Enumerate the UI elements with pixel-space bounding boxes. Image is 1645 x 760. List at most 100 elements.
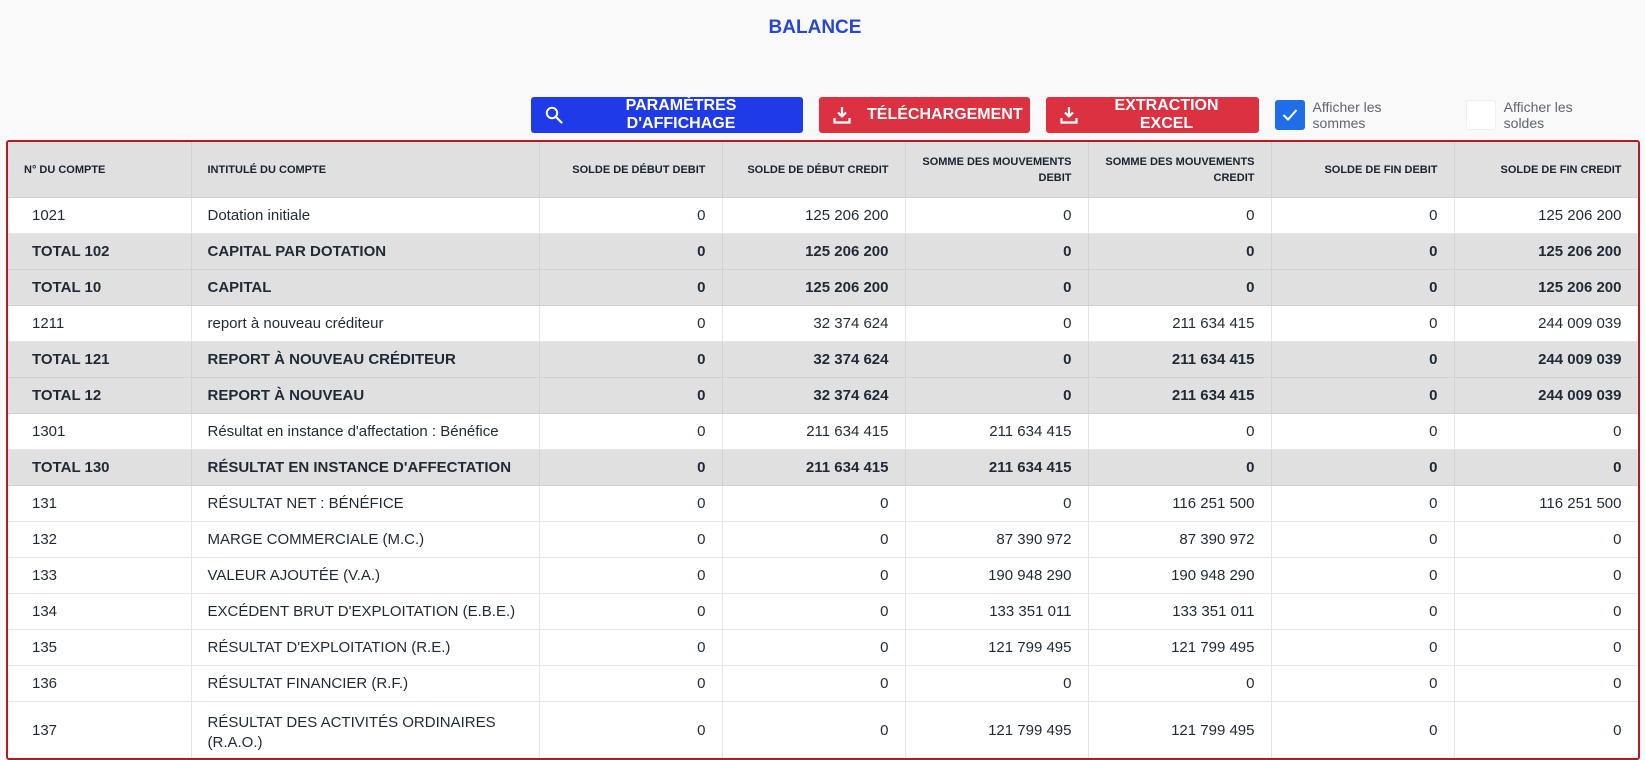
cell-movements-credit: 121 799 495 <box>1088 629 1272 666</box>
cell-opening-debit: 0 <box>539 233 723 270</box>
cell-account-label: RÉSULTAT FINANCIER (R.F.) <box>191 665 540 702</box>
header-closing-credit[interactable]: SOLDE DE FIN CREDIT <box>1454 142 1638 198</box>
table-row[interactable]: 132 MARGE COMMERCIALE (M.C.) 0 0 87 390 972 8… <box>8 521 1638 558</box>
cell-movements-credit: 211 634 415 <box>1088 377 1272 414</box>
header-movements-debit[interactable]: SOMME DES MOUVEMENTS DEBIT <box>905 142 1089 198</box>
cell-account-label: RÉSULTAT DES ACTIVITÉS ORDINAIRES (R.A.O… <box>191 701 540 758</box>
cell-movements-debit: 0 <box>905 269 1089 306</box>
table-total-row[interactable]: TOTAL 121 REPORT À NOUVEAU CRÉDITEUR 0 32 3… <box>8 341 1638 378</box>
cell-account-label: RÉSULTAT EN INSTANCE D'AFFECTATION <box>191 449 540 486</box>
table-total-row[interactable]: TOTAL 102 CAPITAL PAR DOTATION 0 125 206 20… <box>8 233 1638 270</box>
cell-closing-debit: 0 <box>1271 521 1455 558</box>
table-total-row[interactable]: TOTAL 10 CAPITAL 0 125 206 200 0 0 0 125 206 20… <box>8 269 1638 306</box>
cell-movements-credit: 0 <box>1088 269 1272 306</box>
cell-closing-credit: 0 <box>1454 449 1638 486</box>
cell-opening-debit: 0 <box>539 341 723 378</box>
table-row[interactable]: 131 RÉSULTAT NET : BÉNÉFICE 0 0 0 116 251 500… <box>8 485 1638 522</box>
show-balances-option: Afficher les soldes <box>1466 99 1615 131</box>
cell-movements-credit: 0 <box>1088 413 1272 450</box>
cell-movements-credit: 0 <box>1088 233 1272 270</box>
search-icon <box>545 106 563 124</box>
show-sums-checkbox[interactable] <box>1275 100 1305 130</box>
cell-opening-credit: 125 206 200 <box>722 197 906 234</box>
header-account-label[interactable]: INTITULÉ DU COMPTE <box>191 142 540 198</box>
cell-movements-credit: 0 <box>1088 665 1272 702</box>
cell-closing-credit: 125 206 200 <box>1454 269 1638 306</box>
cell-movements-credit: 0 <box>1088 449 1272 486</box>
excel-extraction-button[interactable]: EXTRACTION EXCEL <box>1046 97 1260 133</box>
show-balances-checkbox[interactable] <box>1466 100 1496 130</box>
header-closing-debit[interactable]: SOLDE DE FIN DEBIT <box>1271 142 1455 198</box>
cell-opening-credit: 0 <box>722 485 906 522</box>
cell-closing-debit: 0 <box>1271 197 1455 234</box>
cell-opening-credit: 0 <box>722 701 906 758</box>
display-params-button[interactable]: PARAMÈTRES D'AFFICHAGE <box>531 97 804 133</box>
cell-account-label: Dotation initiale <box>191 197 540 234</box>
cell-opening-debit: 0 <box>539 413 723 450</box>
cell-closing-debit: 0 <box>1271 449 1455 486</box>
download-icon <box>1060 107 1078 124</box>
header-movements-credit[interactable]: SOMME DES MOUVEMENTS CREDIT <box>1088 142 1272 198</box>
cell-closing-credit: 125 206 200 <box>1454 197 1638 234</box>
cell-movements-debit: 0 <box>905 485 1089 522</box>
cell-closing-credit: 244 009 039 <box>1454 341 1638 378</box>
cell-movements-debit: 0 <box>905 197 1089 234</box>
cell-closing-credit: 0 <box>1454 593 1638 630</box>
table-row[interactable]: 1021 Dotation initiale 0 125 206 200 0 0 0 125 … <box>8 197 1638 234</box>
cell-account-number: TOTAL 10 <box>8 269 192 306</box>
cell-opening-debit: 0 <box>539 197 723 234</box>
table-row[interactable]: 134 EXCÉDENT BRUT D'EXPLOITATION (E.B.E.)… <box>8 593 1638 630</box>
table-row[interactable]: 1211 report à nouveau créditeur 0 32 374 62… <box>8 305 1638 342</box>
cell-opening-debit: 0 <box>539 701 723 758</box>
cell-closing-credit: 0 <box>1454 413 1638 450</box>
balance-table-container: N° DU COMPTE INTITULÉ DU COMPTE SOLDE DE… <box>6 140 1640 760</box>
cell-opening-credit: 0 <box>722 665 906 702</box>
cell-opening-debit: 0 <box>539 269 723 306</box>
cell-account-number: TOTAL 121 <box>8 341 192 378</box>
show-balances-label: Afficher les soldes <box>1503 99 1573 131</box>
cell-account-label: REPORT À NOUVEAU CRÉDITEUR <box>191 341 540 378</box>
header-opening-credit[interactable]: SOLDE DE DÉBUT CREDIT <box>722 142 906 198</box>
cell-closing-credit: 244 009 039 <box>1454 377 1638 414</box>
cell-opening-debit: 0 <box>539 485 723 522</box>
cell-closing-debit: 0 <box>1271 485 1455 522</box>
cell-opening-debit: 0 <box>539 557 723 594</box>
cell-movements-credit: 87 390 972 <box>1088 521 1272 558</box>
table-row[interactable]: 136 RÉSULTAT FINANCIER (R.F.) 0 0 0 0 0 0 <box>8 665 1638 702</box>
cell-closing-debit: 0 <box>1271 341 1455 378</box>
table-total-row[interactable]: TOTAL 12 REPORT À NOUVEAU 0 32 374 624 0 211 … <box>8 377 1638 414</box>
cell-closing-debit: 0 <box>1271 701 1455 758</box>
cell-movements-debit: 133 351 011 <box>905 593 1089 630</box>
cell-closing-credit: 0 <box>1454 521 1638 558</box>
cell-movements-credit: 116 251 500 <box>1088 485 1272 522</box>
cell-closing-debit: 0 <box>1271 593 1455 630</box>
cell-movements-debit: 87 390 972 <box>905 521 1089 558</box>
page-title: BALANCE <box>768 17 862 38</box>
cell-opening-debit: 0 <box>539 665 723 702</box>
cell-closing-debit: 0 <box>1271 233 1455 270</box>
cell-account-number: 131 <box>8 485 192 522</box>
cell-closing-credit: 116 251 500 <box>1454 485 1638 522</box>
table-total-row[interactable]: TOTAL 130 RÉSULTAT EN INSTANCE D'AFFECTAT… <box>8 449 1638 486</box>
cell-account-label: Résultat en instance d'affectation : Bén… <box>191 413 540 450</box>
table-row[interactable]: 137 RÉSULTAT DES ACTIVITÉS ORDINAIRES (R.… <box>8 701 1638 758</box>
cell-closing-credit: 0 <box>1454 701 1638 758</box>
header-account-number[interactable]: N° DU COMPTE <box>8 142 192 198</box>
cell-account-label: REPORT À NOUVEAU <box>191 377 540 414</box>
cell-account-number: 135 <box>8 629 192 666</box>
toolbar: PARAMÈTRES D'AFFICHAGE TÉLÉCHARGEMENT EX… <box>531 97 1645 133</box>
table-row[interactable]: 135 RÉSULTAT D'EXPLOITATION (R.E.) 0 0 121 7… <box>8 629 1638 666</box>
cell-account-number: 137 <box>8 701 192 758</box>
cell-account-number: 1301 <box>8 413 192 450</box>
table-row[interactable]: 133 VALEUR AJOUTÉE (V.A.) 0 0 190 948 290 190… <box>8 557 1638 594</box>
header-opening-debit[interactable]: SOLDE DE DÉBUT DEBIT <box>539 142 723 198</box>
cell-movements-debit: 0 <box>905 341 1089 378</box>
cell-account-number: 136 <box>8 665 192 702</box>
cell-account-label: RÉSULTAT NET : BÉNÉFICE <box>191 485 540 522</box>
download-button[interactable]: TÉLÉCHARGEMENT <box>819 97 1031 133</box>
cell-opening-debit: 0 <box>539 449 723 486</box>
cell-movements-debit: 211 634 415 <box>905 413 1089 450</box>
table-row[interactable]: 1301 Résultat en instance d'affectation :… <box>8 413 1638 450</box>
cell-movements-debit: 0 <box>905 233 1089 270</box>
cell-account-number: 132 <box>8 521 192 558</box>
